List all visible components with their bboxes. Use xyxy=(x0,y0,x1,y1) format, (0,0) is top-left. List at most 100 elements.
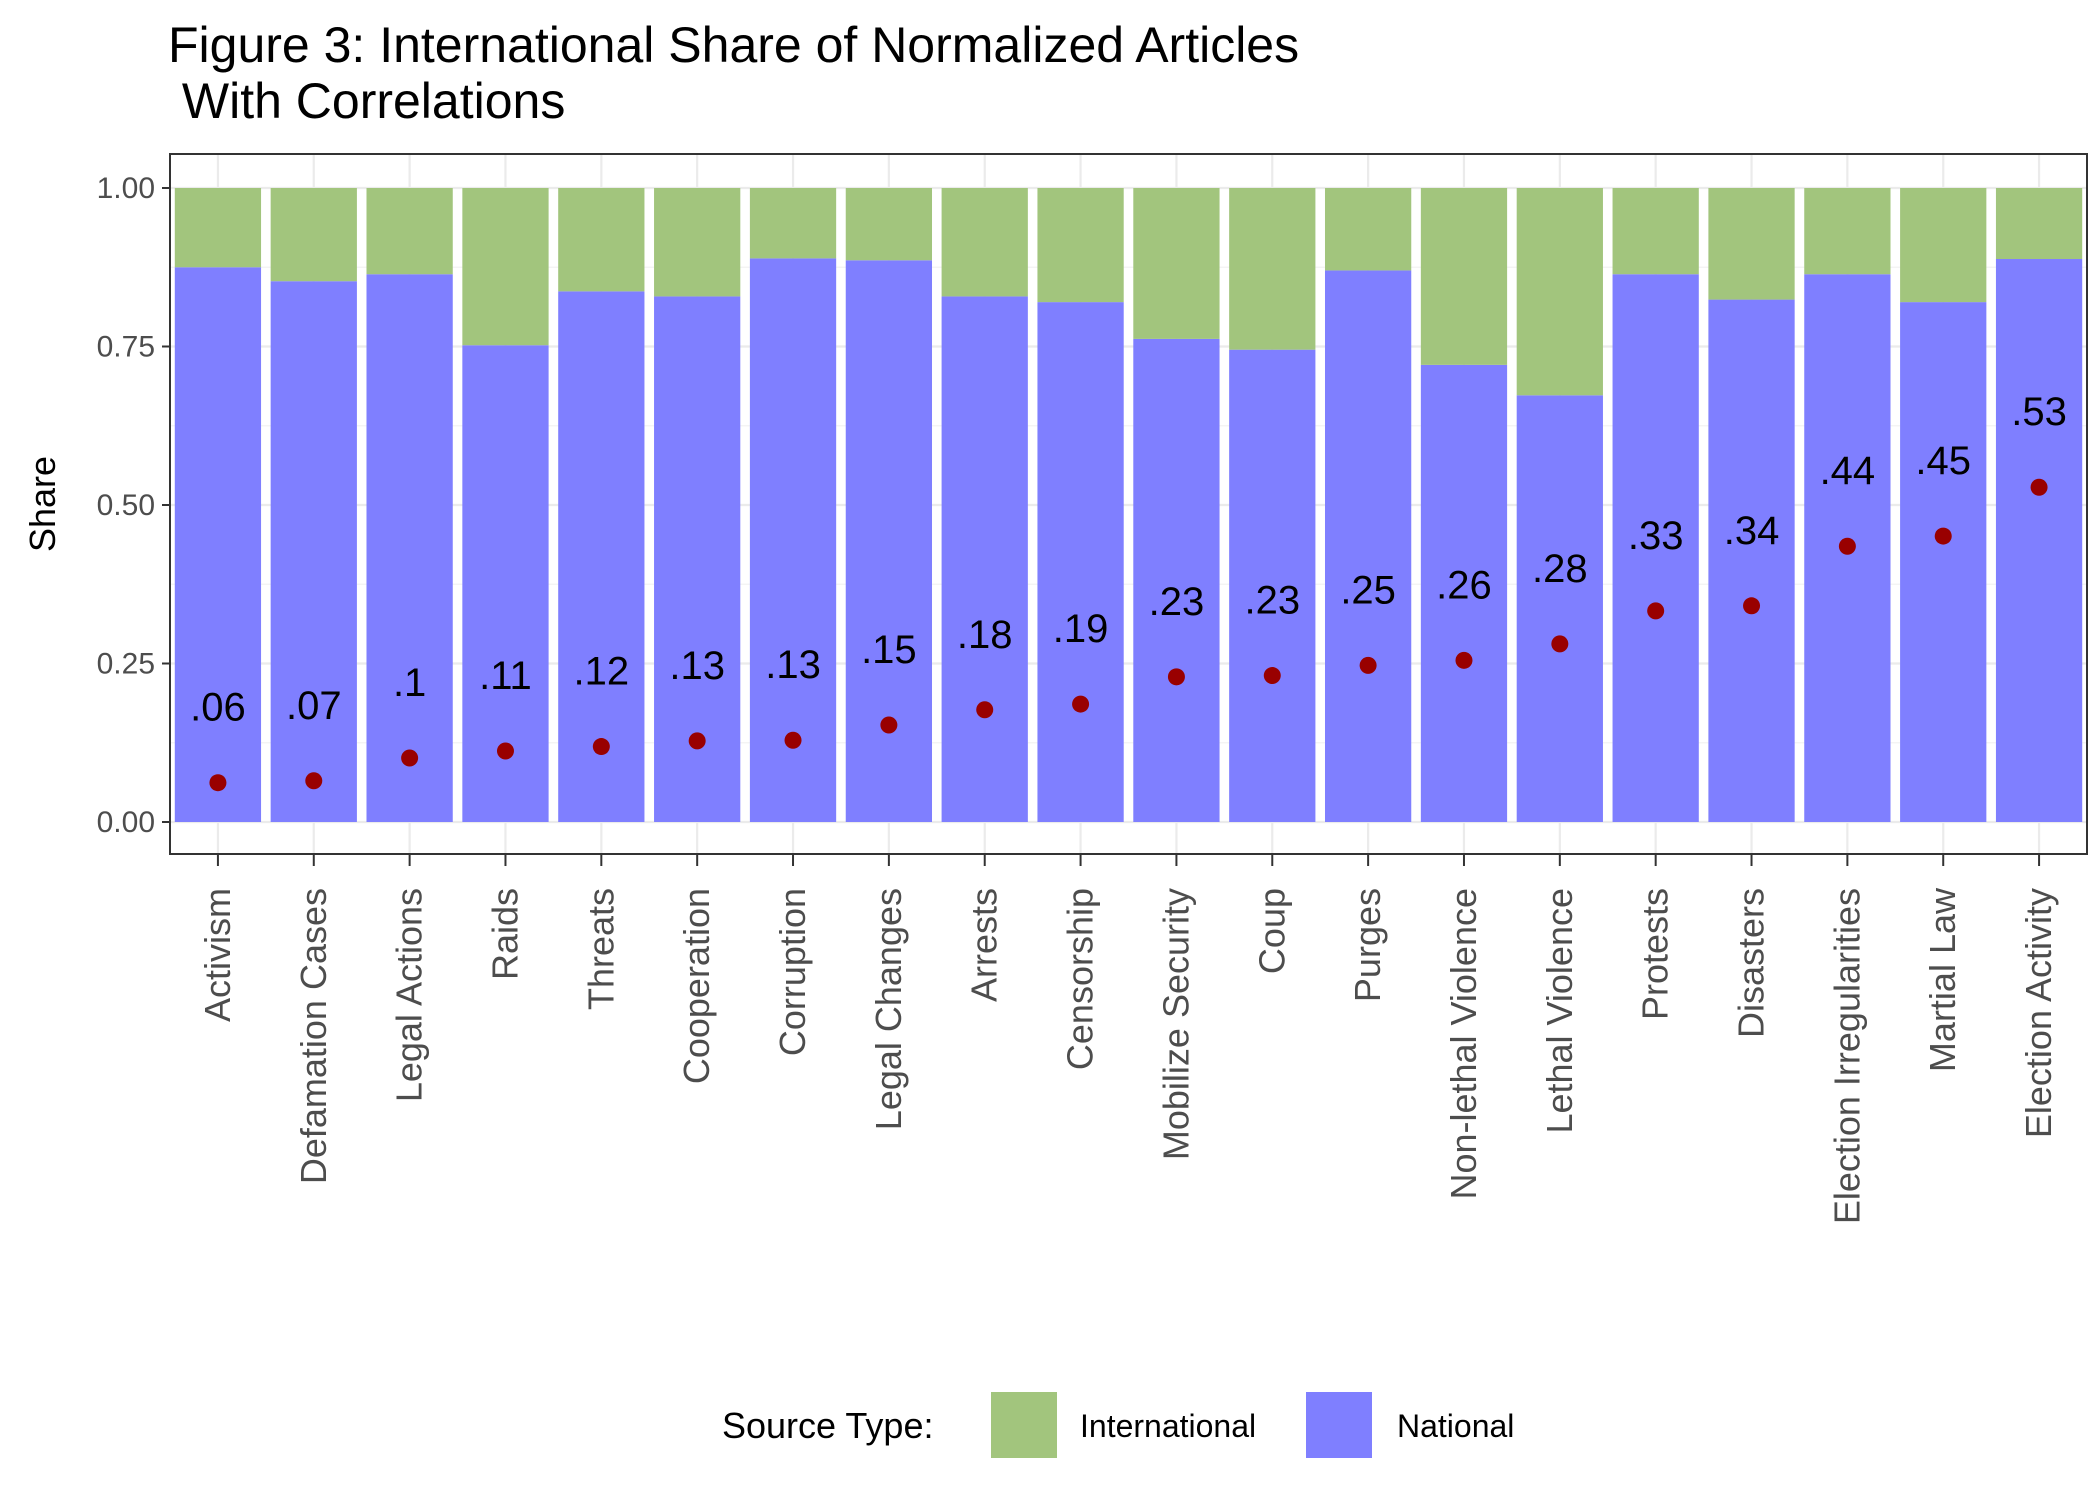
correlation-point-1 xyxy=(305,772,323,790)
bar-international-8 xyxy=(941,188,1028,297)
correlation-point-19 xyxy=(2030,478,2048,496)
bar-national-14 xyxy=(1516,395,1603,822)
correlation-label-0: .06 xyxy=(190,686,246,730)
bar-international-3 xyxy=(462,188,549,346)
correlation-point-13 xyxy=(1455,651,1473,669)
correlation-label-4: .12 xyxy=(574,650,630,694)
y-axis: 0.00 0.25 0.50 0.75 1.00 xyxy=(97,172,170,839)
x-tick-label-1: Defamation Cases xyxy=(293,888,334,1184)
legend-title: Source Type: xyxy=(722,1405,933,1446)
correlation-point-0 xyxy=(209,774,227,792)
x-tick-label-4: Threats xyxy=(580,888,621,1010)
bar-national-6 xyxy=(749,258,837,822)
bar-international-16 xyxy=(1708,188,1795,300)
correlation-label-2: .1 xyxy=(393,661,426,705)
correlation-point-16 xyxy=(1743,597,1761,615)
bar-international-9 xyxy=(1037,188,1124,303)
y-tick-label-2: 0.50 xyxy=(97,489,155,522)
y-tick-label-4: 1.00 xyxy=(97,172,155,205)
bar-international-1 xyxy=(270,188,357,282)
bar-national-0 xyxy=(174,267,262,822)
legend-key-international xyxy=(991,1392,1057,1458)
correlation-label-6: .13 xyxy=(765,643,821,687)
legend-label-international: International xyxy=(1080,1408,1256,1444)
x-tick-label-18: Martial Law xyxy=(1922,887,1963,1072)
bar-national-7 xyxy=(845,260,933,822)
bars-group xyxy=(174,188,2083,823)
correlation-label-9: .19 xyxy=(1053,607,1109,651)
bar-national-8 xyxy=(941,296,1028,822)
correlation-point-9 xyxy=(1072,695,1090,713)
bar-national-2 xyxy=(366,274,453,822)
x-tick-label-12: Purges xyxy=(1347,888,1388,1002)
correlation-point-2 xyxy=(401,749,419,767)
correlation-label-1: .07 xyxy=(286,684,342,728)
correlation-point-5 xyxy=(688,732,706,750)
correlation-point-12 xyxy=(1359,656,1377,674)
x-tick-label-11: Coup xyxy=(1251,888,1292,974)
bar-national-4 xyxy=(558,291,645,822)
bar-international-6 xyxy=(749,188,837,259)
correlation-label-18: .45 xyxy=(1915,439,1971,483)
correlation-point-3 xyxy=(496,742,514,760)
bar-national-11 xyxy=(1229,349,1316,822)
legend-label-national: National xyxy=(1397,1408,1514,1444)
bar-international-12 xyxy=(1324,188,1412,271)
bar-international-0 xyxy=(174,188,262,268)
bar-international-13 xyxy=(1420,188,1508,365)
correlation-label-15: .33 xyxy=(1628,514,1684,558)
correlation-point-6 xyxy=(784,731,802,749)
correlation-label-16: .34 xyxy=(1724,509,1780,553)
bar-national-10 xyxy=(1133,338,1220,822)
legend-key-national xyxy=(1306,1392,1372,1458)
correlation-point-8 xyxy=(976,701,994,719)
bar-international-19 xyxy=(1995,188,2083,260)
bar-international-15 xyxy=(1612,188,1699,275)
bar-national-12 xyxy=(1324,270,1412,822)
x-tick-label-16: Disasters xyxy=(1731,888,1772,1038)
bar-international-14 xyxy=(1516,188,1603,396)
x-tick-label-5: Cooperation xyxy=(676,888,717,1084)
bar-national-9 xyxy=(1037,302,1124,822)
correlation-label-5: .13 xyxy=(669,644,725,688)
correlation-point-10 xyxy=(1167,668,1185,686)
bar-international-18 xyxy=(1900,188,1987,303)
y-tick-label-3: 0.75 xyxy=(97,331,155,364)
correlation-label-14: .28 xyxy=(1532,547,1588,591)
correlation-point-4 xyxy=(592,738,610,756)
x-tick-label-19: Election Activity xyxy=(2018,888,2059,1138)
bar-national-18 xyxy=(1900,302,1987,822)
bar-national-15 xyxy=(1612,274,1699,822)
bar-national-16 xyxy=(1708,299,1795,823)
x-tick-label-10: Mobilize Security xyxy=(1155,888,1196,1160)
x-tick-label-17: Election Irregularities xyxy=(1826,888,1867,1224)
y-tick-label-0: 0.00 xyxy=(97,806,155,839)
x-tick-label-3: Raids xyxy=(484,888,525,980)
legend: Source Type: International National xyxy=(722,1392,1514,1458)
bar-international-4 xyxy=(558,188,645,292)
x-tick-label-7: Legal Changes xyxy=(868,888,909,1130)
bar-national-1 xyxy=(270,281,357,822)
correlation-point-7 xyxy=(880,716,898,734)
chart-title-line1: Figure 3: International Share of Normali… xyxy=(168,17,1299,73)
correlation-label-12: .25 xyxy=(1340,568,1396,612)
bar-national-19 xyxy=(1995,259,2083,822)
correlation-label-17: .44 xyxy=(1820,449,1876,493)
x-tick-label-14: Lethal Violence xyxy=(1539,888,1580,1134)
bar-national-13 xyxy=(1420,364,1508,822)
correlation-label-19: .53 xyxy=(2011,390,2067,434)
correlation-label-11: .23 xyxy=(1244,579,1300,623)
x-tick-label-9: Censorship xyxy=(1060,888,1101,1070)
correlation-label-3: .11 xyxy=(479,654,532,698)
y-tick-label-1: 0.25 xyxy=(97,648,155,681)
correlation-point-18 xyxy=(1934,527,1952,545)
correlation-label-7: .15 xyxy=(861,628,917,672)
x-tick-label-2: Legal Actions xyxy=(389,888,430,1102)
bar-international-17 xyxy=(1804,188,1891,275)
x-tick-label-13: Non-lethal Violence xyxy=(1443,888,1484,1200)
correlation-label-13: .26 xyxy=(1436,563,1492,607)
bar-international-5 xyxy=(654,188,741,297)
x-tick-label-6: Corruption xyxy=(772,888,813,1056)
x-axis: Activism Defamation Cases Legal Actions Rai… xyxy=(197,854,2059,1224)
